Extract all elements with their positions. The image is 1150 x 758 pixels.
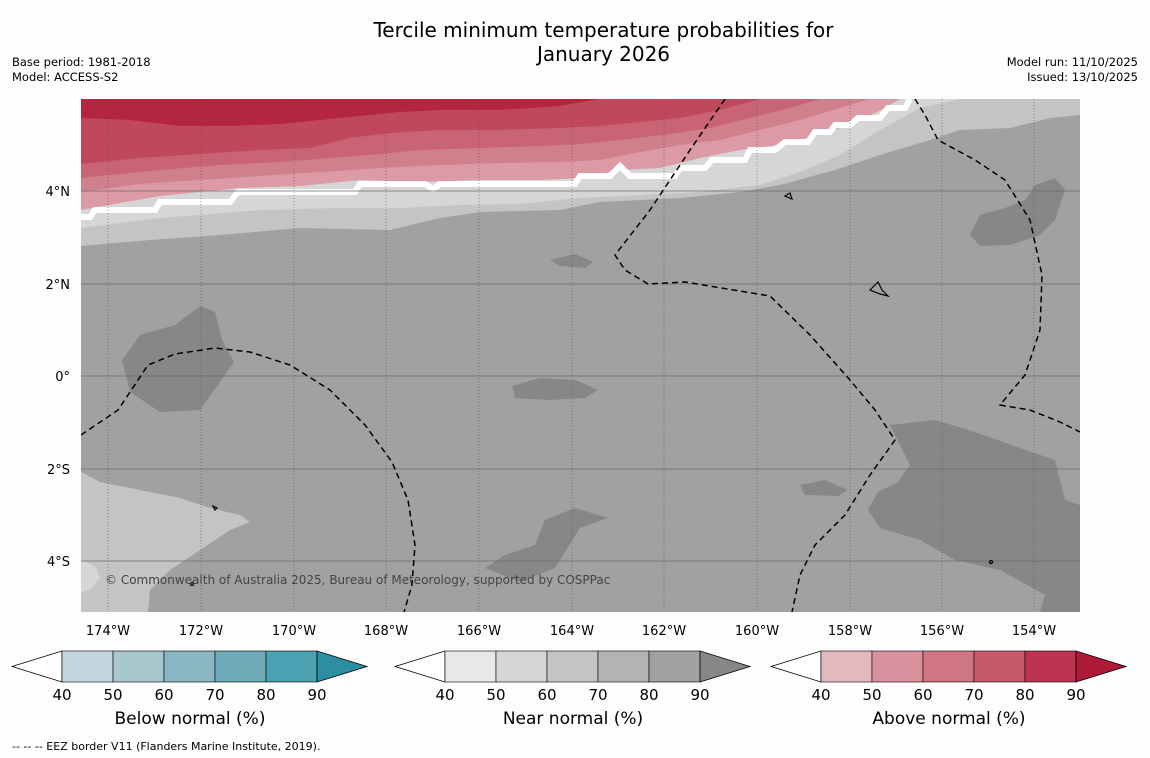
colorbar-tick-label: 60 bbox=[537, 686, 556, 704]
colorbar-tick-label: 60 bbox=[913, 686, 932, 704]
eez-border bbox=[914, 99, 1080, 433]
colorbar-above: 40 50 60 70 80 90 bbox=[769, 650, 1128, 704]
near-normal-90-patch bbox=[970, 178, 1065, 246]
colorbar-segment bbox=[648, 650, 701, 683]
colorbar-extend-low bbox=[10, 650, 63, 683]
model-run: Model run: 11/10/2025 bbox=[1006, 55, 1138, 69]
near-normal-90-patch bbox=[800, 480, 848, 496]
map-title: Tercile minimum temperature probabilitie… bbox=[0, 18, 1150, 66]
longitude-label: 156°W bbox=[920, 624, 964, 639]
title-line-2: January 2026 bbox=[536, 42, 671, 66]
colorbar-near: 40 50 60 70 80 90 bbox=[393, 650, 752, 704]
colorbar-tick-label: 60 bbox=[154, 686, 173, 704]
colorbar-tick-label: 70 bbox=[588, 686, 607, 704]
colorbar-segment bbox=[871, 650, 924, 683]
colorbar-tick-label: 40 bbox=[52, 686, 71, 704]
colorbar-segment bbox=[265, 650, 318, 683]
longitude-label: 166°W bbox=[457, 624, 501, 639]
longitude-label: 174°W bbox=[86, 624, 130, 639]
colorbar-tick-label: 40 bbox=[811, 686, 830, 704]
near-normal-60-lower-left bbox=[81, 472, 250, 612]
colorbar-tick-label: 90 bbox=[307, 686, 326, 704]
colorbar-extend-high bbox=[316, 650, 369, 683]
base-period: Base period: 1981-2018 bbox=[12, 55, 151, 69]
colorbar-segment bbox=[61, 650, 114, 683]
colorbar-segment bbox=[546, 650, 599, 683]
near-normal-90-patch bbox=[122, 306, 234, 412]
colorbar-title-near: Near normal (%) bbox=[502, 709, 644, 729]
colorbar-tick-label: 80 bbox=[256, 686, 275, 704]
near-normal-90-patch bbox=[868, 420, 1080, 612]
latitude-labels: 4°N 2°N 0° 2°S 4°S bbox=[46, 185, 71, 570]
colorbar-tick-label: 90 bbox=[690, 686, 709, 704]
colorbar-extend-high bbox=[1075, 650, 1128, 683]
latitude-label: 4°N bbox=[46, 185, 71, 200]
island bbox=[211, 504, 219, 512]
island bbox=[868, 280, 890, 298]
near-normal-90-patch bbox=[485, 508, 608, 582]
near-normal-90-patch bbox=[550, 254, 593, 268]
copyright-text: © Commonwealth of Australia 2025, Bureau… bbox=[105, 573, 610, 587]
colorbar-tick-label: 80 bbox=[1015, 686, 1034, 704]
colorbar-tick-label: 90 bbox=[1066, 686, 1085, 704]
near-normal-90-patch bbox=[512, 378, 598, 400]
colorbar-extend-low bbox=[393, 650, 446, 683]
issued-date: Issued: 13/10/2025 bbox=[1027, 70, 1138, 84]
colorbar-segment bbox=[112, 650, 165, 683]
colorbar-segment bbox=[597, 650, 650, 683]
meta-left: Base period: 1981-2018 Model: ACCESS-S2 bbox=[12, 55, 151, 85]
longitude-label: 158°W bbox=[828, 624, 872, 639]
island bbox=[783, 192, 793, 201]
longitude-label: 170°W bbox=[272, 624, 316, 639]
model-name: Model: ACCESS-S2 bbox=[12, 70, 119, 84]
colorbar-segment bbox=[973, 650, 1026, 683]
colorbar-segment bbox=[820, 650, 873, 683]
colorbar-segment bbox=[163, 650, 216, 683]
longitude-label: 164°W bbox=[550, 624, 594, 639]
colorbar-tick-label: 40 bbox=[435, 686, 454, 704]
colorbar-extend-low bbox=[769, 650, 822, 683]
colorbar-segment bbox=[495, 650, 548, 683]
colorbar-segment bbox=[922, 650, 975, 683]
colorbar-title-above: Above normal (%) bbox=[872, 709, 1026, 729]
eez-border bbox=[81, 347, 416, 612]
latitude-label: 2°N bbox=[46, 278, 71, 293]
latitude-label: 4°S bbox=[47, 555, 70, 570]
colorbar-segment bbox=[1024, 650, 1077, 683]
colorbar-below: 40 50 60 70 80 90 bbox=[10, 650, 369, 704]
colorbar-tick-label: 80 bbox=[639, 686, 658, 704]
island bbox=[988, 559, 994, 565]
eez-borders bbox=[81, 99, 1080, 612]
white-step-boundary bbox=[81, 99, 913, 220]
longitude-label: 168°W bbox=[364, 624, 408, 639]
colorbar-segment bbox=[444, 650, 497, 683]
above-normal-90-band bbox=[81, 99, 600, 126]
colorbar-extend-high bbox=[699, 650, 752, 683]
latitude-label: 0° bbox=[55, 370, 70, 385]
longitude-label: 154°W bbox=[1012, 624, 1056, 639]
colorbar-tick-label: 50 bbox=[103, 686, 122, 704]
meta-right: Model run: 11/10/2025 Issued: 13/10/2025 bbox=[1007, 55, 1138, 85]
longitude-label: 172°W bbox=[179, 624, 223, 639]
near-normal-50-lower-left bbox=[81, 560, 100, 592]
colorbars: 40 50 60 70 80 90 40 50 60 70 80 90 40 50 60 70 80 90 bbox=[10, 650, 1128, 704]
colorbar-tick-label: 50 bbox=[862, 686, 881, 704]
map-area bbox=[81, 99, 1080, 612]
title-line-1: Tercile minimum temperature probabilitie… bbox=[373, 18, 834, 42]
eez-footer-note: -- -- -- EEZ border V11 (Flanders Marine… bbox=[12, 740, 321, 753]
colorbar-segment bbox=[214, 650, 267, 683]
colorbar-title-below: Below normal (%) bbox=[114, 709, 266, 729]
colorbar-tick-label: 50 bbox=[486, 686, 505, 704]
longitude-label: 162°W bbox=[642, 624, 686, 639]
longitude-labels: 174°W 172°W 170°W 168°W 166°W 164°W 162°W 160°W… bbox=[86, 624, 1056, 639]
islands bbox=[189, 192, 994, 587]
longitude-label: 160°W bbox=[735, 624, 779, 639]
latitude-label: 2°S bbox=[47, 463, 70, 478]
colorbar-tick-label: 70 bbox=[205, 686, 224, 704]
island bbox=[189, 581, 195, 587]
eez-border bbox=[614, 99, 896, 612]
map-gridlines bbox=[81, 99, 1080, 612]
colorbar-tick-label: 70 bbox=[964, 686, 983, 704]
